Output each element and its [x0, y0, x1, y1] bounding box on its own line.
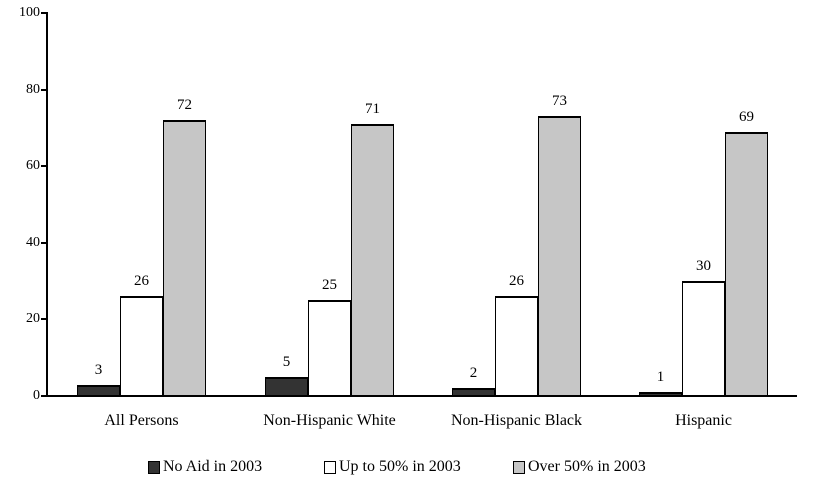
bar-value-label: 5 — [282, 353, 291, 370]
x-axis-line — [46, 395, 797, 397]
category-label: Non-Hispanic Black — [450, 412, 583, 429]
legend-label: Over 50% in 2003 — [528, 458, 646, 475]
bar — [265, 376, 308, 396]
legend-swatch — [513, 460, 525, 474]
legend-label: Up to 50% in 2003 — [339, 458, 461, 475]
y-tick-label: 80 — [26, 81, 40, 97]
y-tick-label: 20 — [26, 311, 40, 327]
legend-item: Up to 50% in 2003 — [324, 458, 461, 476]
y-tick-mark — [41, 395, 47, 397]
bar-value-label: 72 — [177, 97, 192, 114]
bar — [120, 296, 163, 396]
bar-value-label: 25 — [322, 277, 337, 294]
bar-value-label: 69 — [739, 108, 754, 125]
bar-value-label: 2 — [469, 365, 478, 382]
y-tick-mark — [41, 318, 47, 321]
y-tick-mark — [41, 12, 47, 14]
y-tick-mark — [41, 241, 47, 244]
y-tick-mark — [41, 88, 47, 91]
bar-value-label: 3 — [94, 361, 103, 378]
y-axis-line — [46, 12, 48, 397]
bar — [308, 300, 351, 396]
y-tick-mark — [41, 165, 47, 168]
bar — [163, 120, 206, 396]
bar — [77, 384, 120, 396]
bar-value-label: 71 — [365, 101, 380, 118]
y-tick-label: 40 — [26, 234, 40, 250]
bar — [639, 392, 682, 396]
bar-value-label: 73 — [552, 93, 567, 110]
bar — [538, 116, 581, 396]
legend-swatch — [324, 460, 336, 474]
bar — [682, 281, 725, 396]
bar — [351, 124, 394, 396]
legend-label: No Aid in 2003 — [163, 458, 263, 475]
legend-swatch — [148, 460, 160, 474]
y-tick-label: 100 — [19, 5, 40, 20]
category-label: All Persons — [104, 412, 179, 429]
bar-value-label: 26 — [134, 273, 149, 290]
bar — [725, 131, 768, 396]
y-tick-label: 60 — [26, 158, 40, 174]
category-label: Non-Hispanic White — [263, 412, 396, 429]
bar — [495, 296, 538, 396]
category-label: Hispanic — [675, 412, 732, 429]
bar — [452, 388, 495, 396]
y-tick-label: 0 — [33, 388, 40, 403]
legend-item: Over 50% in 2003 — [513, 458, 646, 476]
legend-item: No Aid in 2003 — [148, 458, 262, 476]
bar-value-label: 1 — [656, 369, 665, 386]
bar-value-label: 26 — [509, 273, 524, 290]
bar-value-label: 30 — [696, 258, 711, 275]
